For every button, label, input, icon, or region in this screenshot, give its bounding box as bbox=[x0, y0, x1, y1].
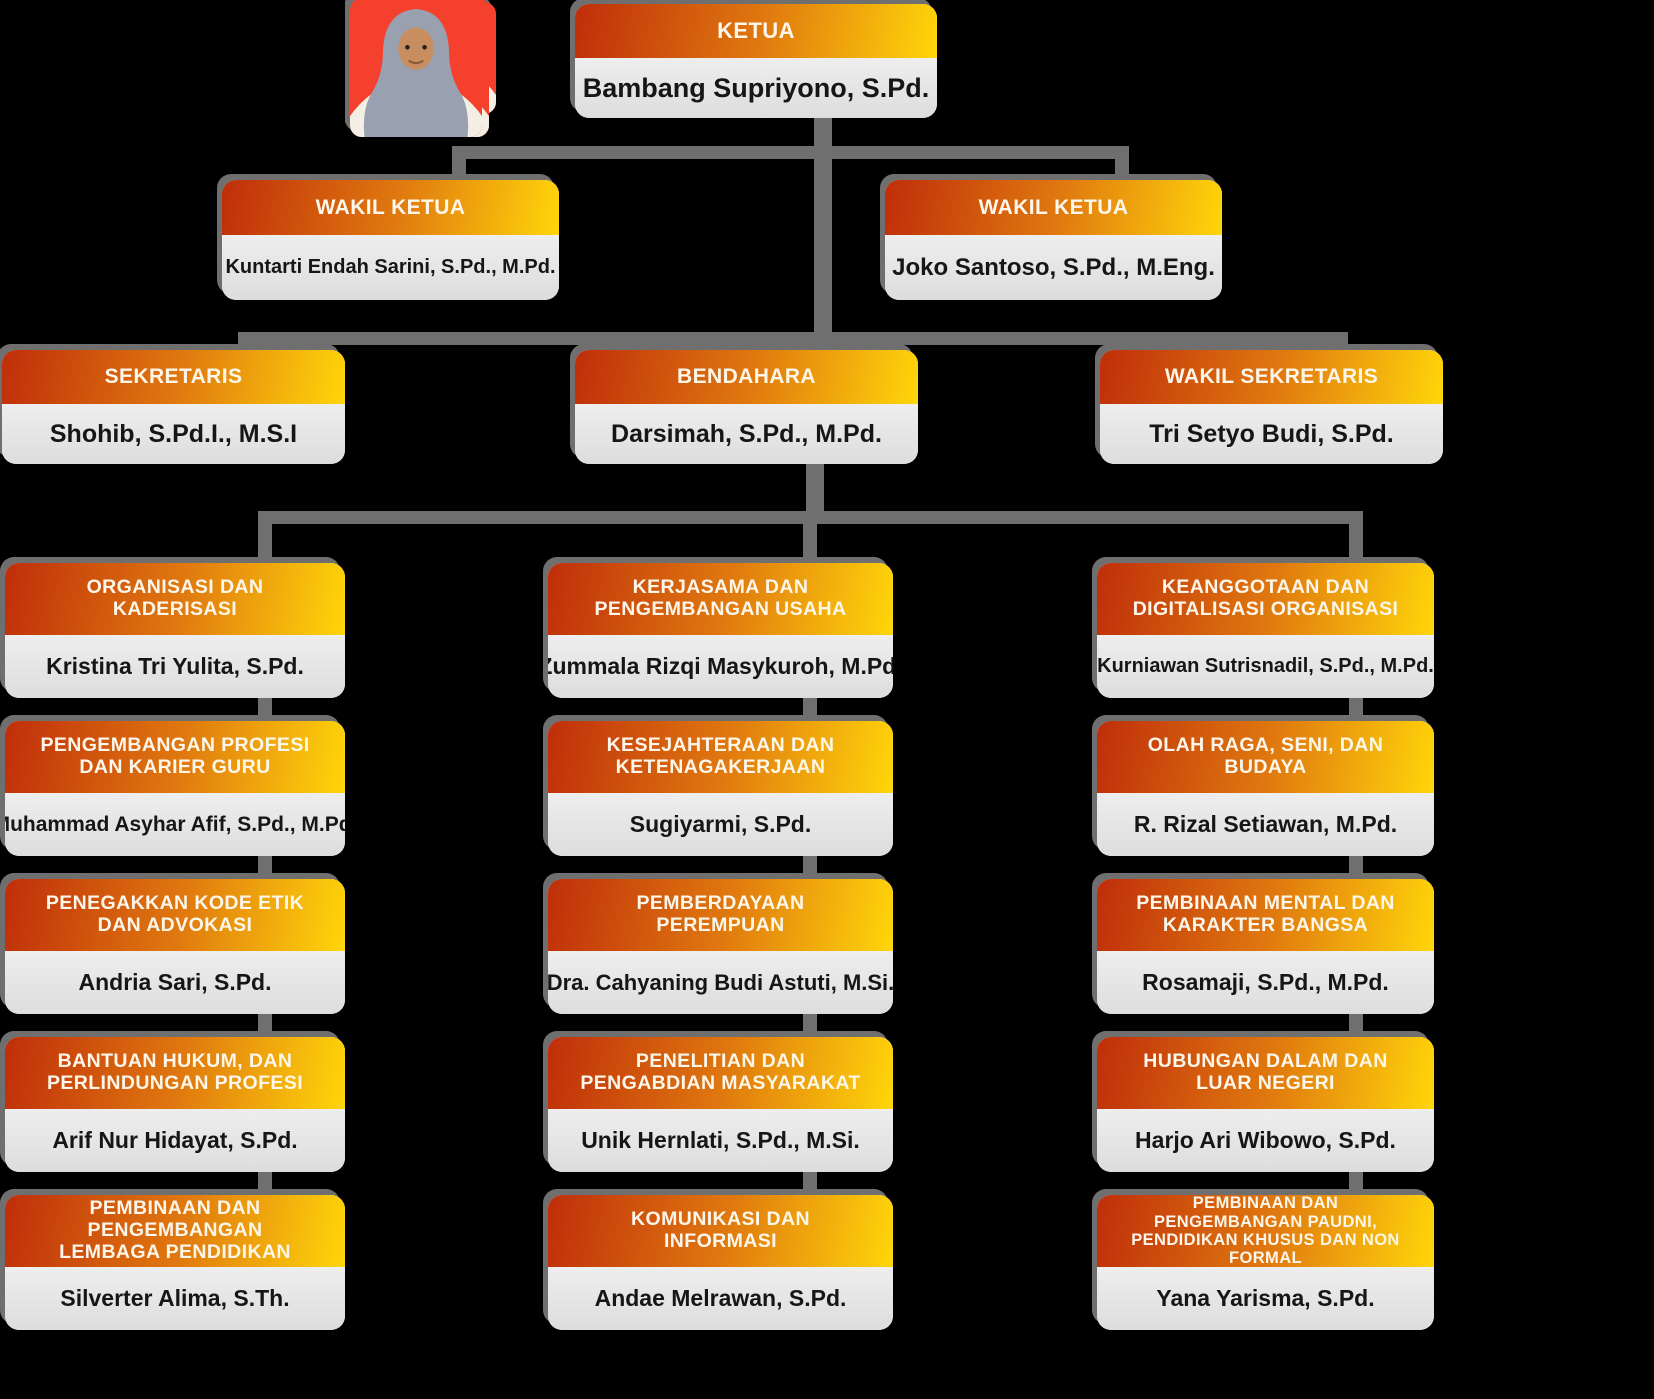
connector-line bbox=[803, 1014, 817, 1039]
org-node-name: Unik Hernlati, S.Pd., M.Si. bbox=[548, 1109, 893, 1172]
org-node-title: PEMBINAAN DAN PENGEMBANGAN LEMBAGA PENDI… bbox=[5, 1195, 345, 1267]
org-node-name: Muhammad Asyhar Afif, S.Pd., M.Pd. bbox=[5, 793, 345, 856]
org-node-name: Kurniawan Sutrisnadil, S.Pd., M.Pd. bbox=[1097, 635, 1434, 698]
org-node-name: Arif Nur Hidayat, S.Pd. bbox=[5, 1109, 345, 1172]
org-node-name: R. Rizal Setiawan, M.Pd. bbox=[1097, 793, 1434, 856]
org-node-name: Tri Setyo Budi, S.Pd. bbox=[1100, 404, 1443, 464]
connector-line bbox=[238, 332, 252, 354]
org-node-title: WAKIL KETUA bbox=[222, 180, 559, 235]
org-node-name: Joko Santoso, S.Pd., M.Eng. bbox=[885, 235, 1222, 300]
org-node-box: KOMUNIKASI DAN INFORMASI Andae Melrawan,… bbox=[548, 1195, 893, 1330]
org-node-box: PENELITIAN DAN PENGABDIAN MASYARAKAT Uni… bbox=[548, 1037, 893, 1172]
org-node-box: KEANGGOTAAN DAN DIGITALISASI ORGANISASI … bbox=[1097, 563, 1434, 698]
org-node-name: Zummala Rizqi Masykuroh, M.Pd. bbox=[548, 635, 893, 698]
org-node-title: KOMUNIKASI DAN INFORMASI bbox=[548, 1195, 893, 1267]
org-node-box: BENDAHARA Darsimah, S.Pd., M.Pd. bbox=[575, 350, 918, 464]
connector-line bbox=[1334, 332, 1348, 354]
org-node-title: PENGEMBANGAN PROFESI DAN KARIER GURU bbox=[5, 721, 345, 793]
connector-line bbox=[238, 332, 1348, 345]
org-node-title: PENEGAKKAN KODE ETIK DAN ADVOKASI bbox=[5, 879, 345, 951]
org-node-box: WAKIL KETUA Joko Santoso, S.Pd., M.Eng. bbox=[885, 180, 1222, 300]
org-node-box: PENEGAKKAN KODE ETIK DAN ADVOKASI Andria… bbox=[5, 879, 345, 1014]
org-node-box: HUBUNGAN DALAM DAN LUAR NEGERI Harjo Ari… bbox=[1097, 1037, 1434, 1172]
org-node-box: PEMBERDAYAAN PEREMPUAN Dra. Cahyaning Bu… bbox=[548, 879, 893, 1014]
org-node-title: OLAH RAGA, SENI, DAN BUDAYA bbox=[1097, 721, 1434, 793]
org-node-title: WAKIL KETUA bbox=[885, 180, 1222, 235]
org-node-box: KESEJAHTERAAN DAN KETENAGAKERJAAN Sugiya… bbox=[548, 721, 893, 856]
connector-line bbox=[803, 856, 817, 881]
org-node-title: PEMBINAAN DAN PENGEMBANGAN PAUDNI, PENDI… bbox=[1097, 1195, 1434, 1267]
org-node-box: SEKRETARIS Shohib, S.Pd.I., M.S.I bbox=[2, 350, 345, 464]
connector-line bbox=[1349, 856, 1363, 881]
connector-line bbox=[814, 110, 832, 352]
connector-line bbox=[1349, 698, 1363, 723]
org-node-title: SEKRETARIS bbox=[2, 350, 345, 404]
org-node-title: BENDAHARA bbox=[575, 350, 918, 404]
org-node-box: PENGEMBANGAN PROFESI DAN KARIER GURU Muh… bbox=[5, 721, 345, 856]
org-node-title: KERJASAMA DAN PENGEMBANGAN USAHA bbox=[548, 563, 893, 635]
org-node-title: BANTUAN HUKUM, DAN PERLINDUNGAN PROFESI bbox=[5, 1037, 345, 1109]
connector-line bbox=[803, 698, 817, 723]
org-node-title: HUBUNGAN DALAM DAN LUAR NEGERI bbox=[1097, 1037, 1434, 1109]
org-node-title: PENELITIAN DAN PENGABDIAN MASYARAKAT bbox=[548, 1037, 893, 1109]
org-node-title: ORGANISASI DAN KADERISASI bbox=[5, 563, 345, 635]
org-node-box: PEMBINAAN DAN PENGEMBANGAN LEMBAGA PENDI… bbox=[5, 1195, 345, 1330]
org-node-name: Bambang Supriyono, S.Pd. bbox=[575, 58, 937, 118]
org-node-name: Andae Melrawan, S.Pd. bbox=[548, 1267, 893, 1330]
avatar-female-hijab-gray-icon bbox=[350, 8, 482, 137]
connector-line bbox=[258, 698, 272, 723]
member-photo bbox=[350, 0, 482, 137]
connector-line bbox=[258, 511, 272, 567]
org-node-name: Sugiyarmi, S.Pd. bbox=[548, 793, 893, 856]
org-node-name: Shohib, S.Pd.I., M.S.I bbox=[2, 404, 345, 464]
org-node-name: Rosamaji, S.Pd., M.Pd. bbox=[1097, 951, 1434, 1014]
org-node-box: WAKIL KETUA Kuntarti Endah Sarini, S.Pd.… bbox=[222, 180, 559, 300]
org-node-title: WAKIL SEKRETARIS bbox=[1100, 350, 1443, 404]
connector-line bbox=[1349, 1014, 1363, 1039]
org-node-name: Kristina Tri Yulita, S.Pd. bbox=[5, 635, 345, 698]
org-node-name: Kuntarti Endah Sarini, S.Pd., M.Pd. bbox=[222, 235, 559, 300]
connector-line bbox=[1349, 1172, 1363, 1197]
org-node-name: Dra. Cahyaning Budi Astuti, M.Si. bbox=[548, 951, 893, 1014]
connector-line bbox=[258, 856, 272, 881]
connector-line bbox=[803, 511, 817, 567]
org-node-box: PEMBINAAN MENTAL DAN KARAKTER BANGSA Ros… bbox=[1097, 879, 1434, 1014]
connector-line bbox=[806, 464, 824, 524]
connector-line bbox=[803, 1172, 817, 1197]
org-node-box: OLAH RAGA, SENI, DAN BUDAYA R. Rizal Set… bbox=[1097, 721, 1434, 856]
org-node-name: Yana Yarisma, S.Pd. bbox=[1097, 1267, 1434, 1330]
connector-line bbox=[452, 146, 1129, 159]
connector-line bbox=[258, 1014, 272, 1039]
org-node-name: Darsimah, S.Pd., M.Pd. bbox=[575, 404, 918, 464]
org-node-title: KETUA bbox=[575, 4, 937, 58]
org-node-name: Harjo Ari Wibowo, S.Pd. bbox=[1097, 1109, 1434, 1172]
org-node-box: PEMBINAAN DAN PENGEMBANGAN PAUDNI, PENDI… bbox=[1097, 1195, 1434, 1330]
org-node-box: ORGANISASI DAN KADERISASI Kristina Tri Y… bbox=[5, 563, 345, 698]
connector-line bbox=[452, 146, 466, 184]
org-node-title: KEANGGOTAAN DAN DIGITALISASI ORGANISASI bbox=[1097, 563, 1434, 635]
org-node-box: KETUA Bambang Supriyono, S.Pd. bbox=[575, 4, 937, 118]
org-node-title: PEMBERDAYAAN PEREMPUAN bbox=[548, 879, 893, 951]
org-node-box: WAKIL SEKRETARIS Tri Setyo Budi, S.Pd. bbox=[1100, 350, 1443, 464]
connector-line bbox=[1115, 146, 1129, 184]
connector-line bbox=[1349, 511, 1363, 567]
org-node-box: KERJASAMA DAN PENGEMBANGAN USAHA Zummala… bbox=[548, 563, 893, 698]
org-node-box: BANTUAN HUKUM, DAN PERLINDUNGAN PROFESI … bbox=[5, 1037, 345, 1172]
org-node-name: Andria Sari, S.Pd. bbox=[5, 951, 345, 1014]
org-node-title: KESEJAHTERAAN DAN KETENAGAKERJAAN bbox=[548, 721, 893, 793]
org-node-title: PEMBINAAN MENTAL DAN KARAKTER BANGSA bbox=[1097, 879, 1434, 951]
org-node-name: Silverter Alima, S.Th. bbox=[5, 1267, 345, 1330]
connector-line bbox=[258, 1172, 272, 1197]
